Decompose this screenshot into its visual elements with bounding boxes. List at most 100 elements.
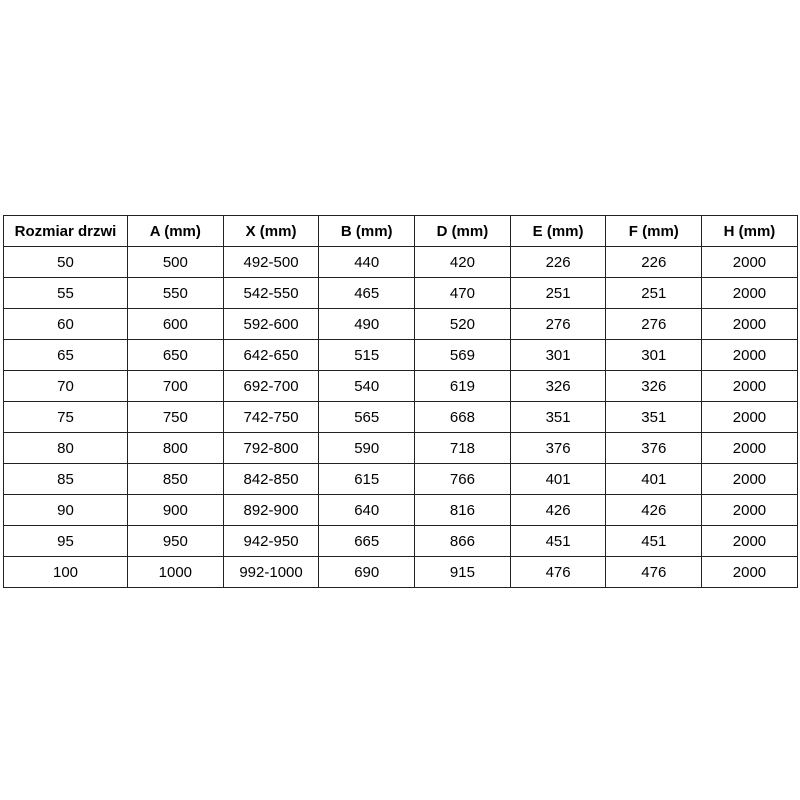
column-header: F (mm) (605, 215, 703, 247)
table-cell: 816 (414, 494, 511, 526)
table-cell: 2000 (701, 432, 798, 464)
table-cell: 451 (605, 525, 703, 557)
table-cell: 2000 (701, 494, 798, 526)
table-cell: 85 (3, 463, 128, 495)
column-header: D (mm) (414, 215, 511, 247)
table-cell: 1000 (127, 556, 224, 588)
table-cell: 326 (605, 370, 703, 402)
table-cell: 476 (605, 556, 703, 588)
table-cell: 95 (3, 525, 128, 557)
table-cell: 569 (414, 339, 511, 371)
table-cell: 276 (509, 308, 607, 340)
table-cell: 226 (605, 246, 703, 278)
table-cell: 2000 (701, 556, 798, 588)
table-row: 55 550 542-550 465 470 251 251 2000 (3, 277, 798, 309)
column-header: A (mm) (127, 215, 224, 247)
table-cell: 420 (414, 246, 511, 278)
table-cell: 465 (318, 277, 416, 309)
table-cell: 750 (127, 401, 224, 433)
table-cell: 426 (605, 494, 703, 526)
table-cell: 426 (509, 494, 607, 526)
table-cell: 2000 (701, 339, 798, 371)
table-cell: 440 (318, 246, 416, 278)
table-cell: 2000 (701, 401, 798, 433)
column-header: H (mm) (701, 215, 798, 247)
column-header: X (mm) (222, 215, 320, 247)
table-cell: 850 (127, 463, 224, 495)
table-cell: 915 (414, 556, 511, 588)
table-cell: 351 (605, 401, 703, 433)
table-row: 80 800 792-800 590 718 376 376 2000 (3, 432, 798, 464)
column-header: Rozmiar drzwi (3, 215, 128, 247)
table-cell: 590 (318, 432, 416, 464)
table-cell: 766 (414, 463, 511, 495)
table-row: 75 750 742-750 565 668 351 351 2000 (3, 401, 798, 433)
table-body: 50 500 492-500 440 420 226 226 2000 55 550 542-550… (3, 246, 798, 588)
table-cell: 700 (127, 370, 224, 402)
table-cell: 65 (3, 339, 128, 371)
table-cell: 550 (127, 277, 224, 309)
table-cell: 540 (318, 370, 416, 402)
table-row: 60 600 592-600 490 520 276 276 2000 (3, 308, 798, 340)
table-cell: 226 (509, 246, 607, 278)
table-cell: 2000 (701, 277, 798, 309)
table-cell: 500 (127, 246, 224, 278)
table-cell: 2000 (701, 370, 798, 402)
table-cell: 668 (414, 401, 511, 433)
table-row: 70 700 692-700 540 619 326 326 2000 (3, 370, 798, 402)
table-cell: 2000 (701, 525, 798, 557)
table-cell: 2000 (701, 246, 798, 278)
table-cell: 2000 (701, 308, 798, 340)
table-cell: 718 (414, 432, 511, 464)
table-cell: 326 (509, 370, 607, 402)
table-cell: 619 (414, 370, 511, 402)
table-row: 95 950 942-950 665 866 451 451 2000 (3, 525, 798, 557)
table-cell: 665 (318, 525, 416, 557)
table-cell: 600 (127, 308, 224, 340)
table-cell: 301 (605, 339, 703, 371)
table-row: 50 500 492-500 440 420 226 226 2000 (3, 246, 798, 278)
table-cell: 492-500 (222, 246, 320, 278)
table-cell: 90 (3, 494, 128, 526)
table-cell: 520 (414, 308, 511, 340)
door-size-table: Rozmiar drzwi A (mm) X (mm) B (mm) D (mm) E (… (3, 215, 798, 588)
table-cell: 692-700 (222, 370, 320, 402)
table-cell: 401 (605, 463, 703, 495)
table-header-row: Rozmiar drzwi A (mm) X (mm) B (mm) D (mm) E (… (3, 215, 798, 247)
table-cell: 100 (3, 556, 128, 588)
table-row: 85 850 842-850 615 766 401 401 2000 (3, 463, 798, 495)
column-header: B (mm) (318, 215, 416, 247)
table-cell: 515 (318, 339, 416, 371)
table-cell: 470 (414, 277, 511, 309)
table-cell: 490 (318, 308, 416, 340)
table-cell: 60 (3, 308, 128, 340)
table-cell: 251 (509, 277, 607, 309)
table-row: 65 650 642-650 515 569 301 301 2000 (3, 339, 798, 371)
table-cell: 900 (127, 494, 224, 526)
table-cell: 800 (127, 432, 224, 464)
table-cell: 251 (605, 277, 703, 309)
table-cell: 376 (509, 432, 607, 464)
table-cell: 542-550 (222, 277, 320, 309)
table-cell: 401 (509, 463, 607, 495)
table-cell: 565 (318, 401, 416, 433)
table-cell: 376 (605, 432, 703, 464)
table-cell: 50 (3, 246, 128, 278)
table-cell: 615 (318, 463, 416, 495)
table-header: Rozmiar drzwi A (mm) X (mm) B (mm) D (mm) E (… (3, 215, 798, 247)
table-cell: 950 (127, 525, 224, 557)
table-cell: 792-800 (222, 432, 320, 464)
table-cell: 650 (127, 339, 224, 371)
table-cell: 866 (414, 525, 511, 557)
table-cell: 2000 (701, 463, 798, 495)
table-cell: 592-600 (222, 308, 320, 340)
table-cell: 892-900 (222, 494, 320, 526)
table-cell: 742-750 (222, 401, 320, 433)
table-row: 90 900 892-900 640 816 426 426 2000 (3, 494, 798, 526)
table-cell: 842-850 (222, 463, 320, 495)
table-cell: 276 (605, 308, 703, 340)
table-cell: 80 (3, 432, 128, 464)
table-cell: 70 (3, 370, 128, 402)
table-cell: 476 (509, 556, 607, 588)
